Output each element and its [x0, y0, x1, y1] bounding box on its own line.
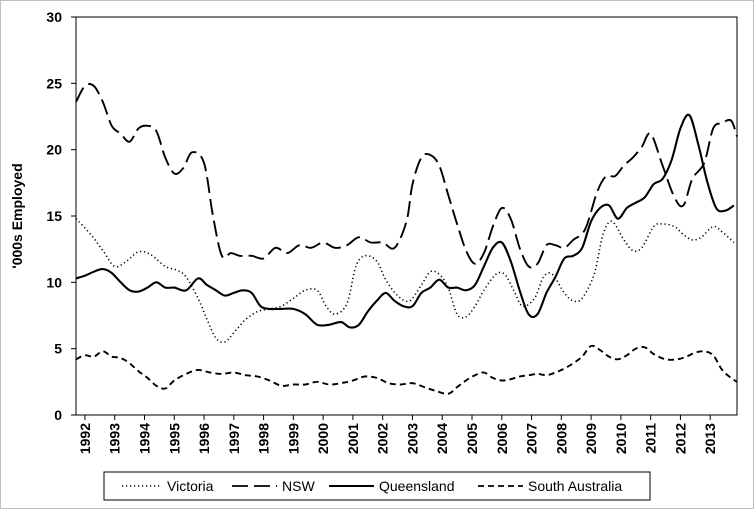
legend-label-victoria: Victoria: [167, 478, 214, 494]
x-tick-label-1999: 1999: [285, 423, 301, 454]
y-tick-label-20: 20: [46, 142, 62, 158]
x-tick-label-2009: 2009: [583, 423, 599, 454]
x-tick-label-2013: 2013: [702, 423, 718, 454]
x-tick-label-2012: 2012: [672, 423, 688, 454]
x-tick-label-1996: 1996: [196, 423, 212, 454]
x-tick-label-2007: 2007: [524, 423, 540, 454]
x-tick-label-2008: 2008: [553, 423, 569, 454]
x-tick-label-2001: 2001: [345, 423, 361, 454]
x-tick-label-2005: 2005: [464, 423, 480, 454]
y-tick-label-5: 5: [54, 341, 62, 357]
series-layer: [75, 83, 738, 395]
series-line-nsw: [75, 83, 738, 269]
legend: Victoria NSW Queensland South Australia: [103, 471, 651, 501]
series-line-victoria: [75, 218, 735, 344]
y-axis-label: '000s Employed: [9, 163, 25, 268]
x-tick-label-2000: 2000: [315, 423, 331, 454]
x-tick-label-1992: 1992: [77, 423, 93, 454]
x-tick-label-1997: 1997: [226, 423, 242, 454]
series-line-queensland: [75, 113, 735, 329]
legend-label-queensland: Queensland: [379, 478, 455, 494]
x-tick-label-1993: 1993: [107, 423, 123, 454]
y-tick-label-0: 0: [54, 407, 62, 423]
y-tick-label-30: 30: [46, 9, 62, 25]
y-axis: 0 5 10 15 20 25 30: [46, 9, 76, 423]
x-tick-label-2006: 2006: [494, 423, 510, 454]
series-line-south-australia: [75, 344, 738, 395]
x-tick-label-1998: 1998: [256, 423, 272, 454]
legend-box: [103, 471, 651, 501]
x-tick-label-2010: 2010: [613, 423, 629, 454]
y-tick-label-25: 25: [46, 75, 62, 91]
x-tick-label-2004: 2004: [434, 423, 450, 454]
legend-label-south-australia: South Australia: [528, 478, 622, 494]
x-tick-label-2003: 2003: [404, 423, 420, 454]
x-axis: 1992 1993 1994 1995 1996 1997 1998 1999 2000 2001…: [77, 415, 718, 454]
legend-label-nsw: NSW: [282, 478, 315, 494]
x-tick-label-2011: 2011: [643, 423, 659, 454]
y-tick-label-10: 10: [46, 274, 62, 290]
x-tick-label-1995: 1995: [166, 423, 182, 454]
y-tick-label-15: 15: [46, 208, 62, 224]
x-tick-label-2002: 2002: [375, 423, 391, 454]
x-tick-label-1994: 1994: [136, 423, 152, 454]
